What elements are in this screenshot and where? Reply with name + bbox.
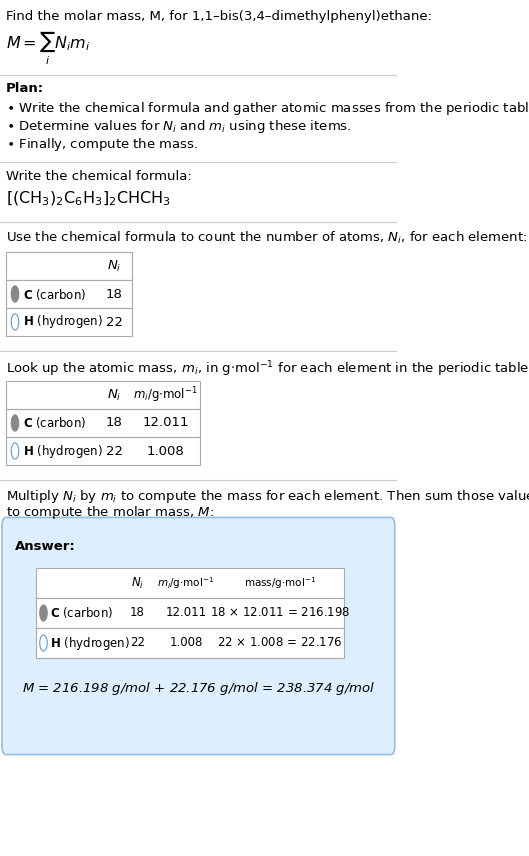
Circle shape [11,415,19,431]
Text: 22: 22 [130,637,145,650]
Text: 1.008: 1.008 [169,637,203,650]
Text: 18: 18 [130,607,145,620]
Text: $\mathbf{C}$ (carbon): $\mathbf{C}$ (carbon) [23,415,86,431]
Bar [6,280,132,308]
Text: $N_i$: $N_i$ [131,575,144,591]
Text: Find the molar mass, M, for 1,1–bis(3,4–dimethylphenyl)ethane:: Find the molar mass, M, for 1,1–bis(3,4–… [6,10,432,23]
Text: $m_i$/g$\cdot$mol$^{-1}$: $m_i$/g$\cdot$mol$^{-1}$ [157,575,215,591]
Text: $N_i$: $N_i$ [107,259,121,274]
Text: Use the chemical formula to count the number of atoms, $N_i$, for each element:: Use the chemical formula to count the nu… [6,230,527,247]
Text: $\bullet$ Write the chemical formula and gather atomic masses from the periodic : $\bullet$ Write the chemical formula and… [6,100,529,117]
Bar [6,437,199,465]
Text: Answer:: Answer: [15,540,76,553]
Text: Plan:: Plan: [6,82,44,95]
Circle shape [11,286,19,302]
Text: 18 $\times$ 12.011 = 216.198: 18 $\times$ 12.011 = 216.198 [209,607,350,620]
Text: 12.011: 12.011 [142,417,189,430]
Bar [36,628,343,658]
Text: $\mathbf{C}$ (carbon): $\mathbf{C}$ (carbon) [50,605,113,621]
Bar [36,598,343,628]
Text: $\mathbf{H}$ (hydrogen): $\mathbf{H}$ (hydrogen) [23,313,102,330]
Bar [6,409,199,437]
Text: $\bullet$ Determine values for $N_i$ and $m_i$ using these items.: $\bullet$ Determine values for $N_i$ and… [6,118,352,135]
Text: $\mathbf{H}$ (hydrogen): $\mathbf{H}$ (hydrogen) [50,634,129,651]
Text: $N_i$: $N_i$ [107,388,121,402]
Text: mass/g$\cdot$mol$^{-1}$: mass/g$\cdot$mol$^{-1}$ [244,575,316,591]
Text: $\mathregular{[(CH_3)_2C_6H_3]_2CHCH_3}$: $\mathregular{[(CH_3)_2C_6H_3]_2CHCH_3}$ [6,190,171,208]
Bar [6,381,199,409]
Text: 22: 22 [105,316,123,329]
Text: 18: 18 [106,417,122,430]
Text: 22 $\times$ 1.008 = 22.176: 22 $\times$ 1.008 = 22.176 [217,637,343,650]
Text: $\mathbf{C}$ (carbon): $\mathbf{C}$ (carbon) [23,287,86,301]
Text: $M = \sum_i N_i m_i$: $M = \sum_i N_i m_i$ [6,30,90,68]
Text: 22: 22 [105,444,123,457]
Bar [6,252,132,280]
Text: 1.008: 1.008 [147,444,185,457]
Bar [36,568,343,598]
Text: $\bullet$ Finally, compute the mass.: $\bullet$ Finally, compute the mass. [6,136,198,153]
FancyBboxPatch shape [2,517,395,754]
Text: Look up the atomic mass, $m_i$, in g$\cdot$mol$^{-1}$ for each element in the pe: Look up the atomic mass, $m_i$, in g$\cd… [6,359,529,378]
Text: Write the chemical formula:: Write the chemical formula: [6,170,191,183]
Text: $m_i$/g$\cdot$mol$^{-1}$: $m_i$/g$\cdot$mol$^{-1}$ [133,385,198,405]
Text: $\mathbf{H}$ (hydrogen): $\mathbf{H}$ (hydrogen) [23,443,102,460]
Text: to compute the molar mass, $M$:: to compute the molar mass, $M$: [6,504,214,521]
Text: $M$ = 216.198 g/mol + 22.176 g/mol = 238.374 g/mol: $M$ = 216.198 g/mol + 22.176 g/mol = 238… [22,680,375,697]
Text: 12.011: 12.011 [166,607,206,620]
Text: Multiply $N_i$ by $m_i$ to compute the mass for each element. Then sum those val: Multiply $N_i$ by $m_i$ to compute the m… [6,488,529,505]
Text: 18: 18 [106,288,122,300]
Bar [6,308,132,336]
Circle shape [40,605,47,621]
